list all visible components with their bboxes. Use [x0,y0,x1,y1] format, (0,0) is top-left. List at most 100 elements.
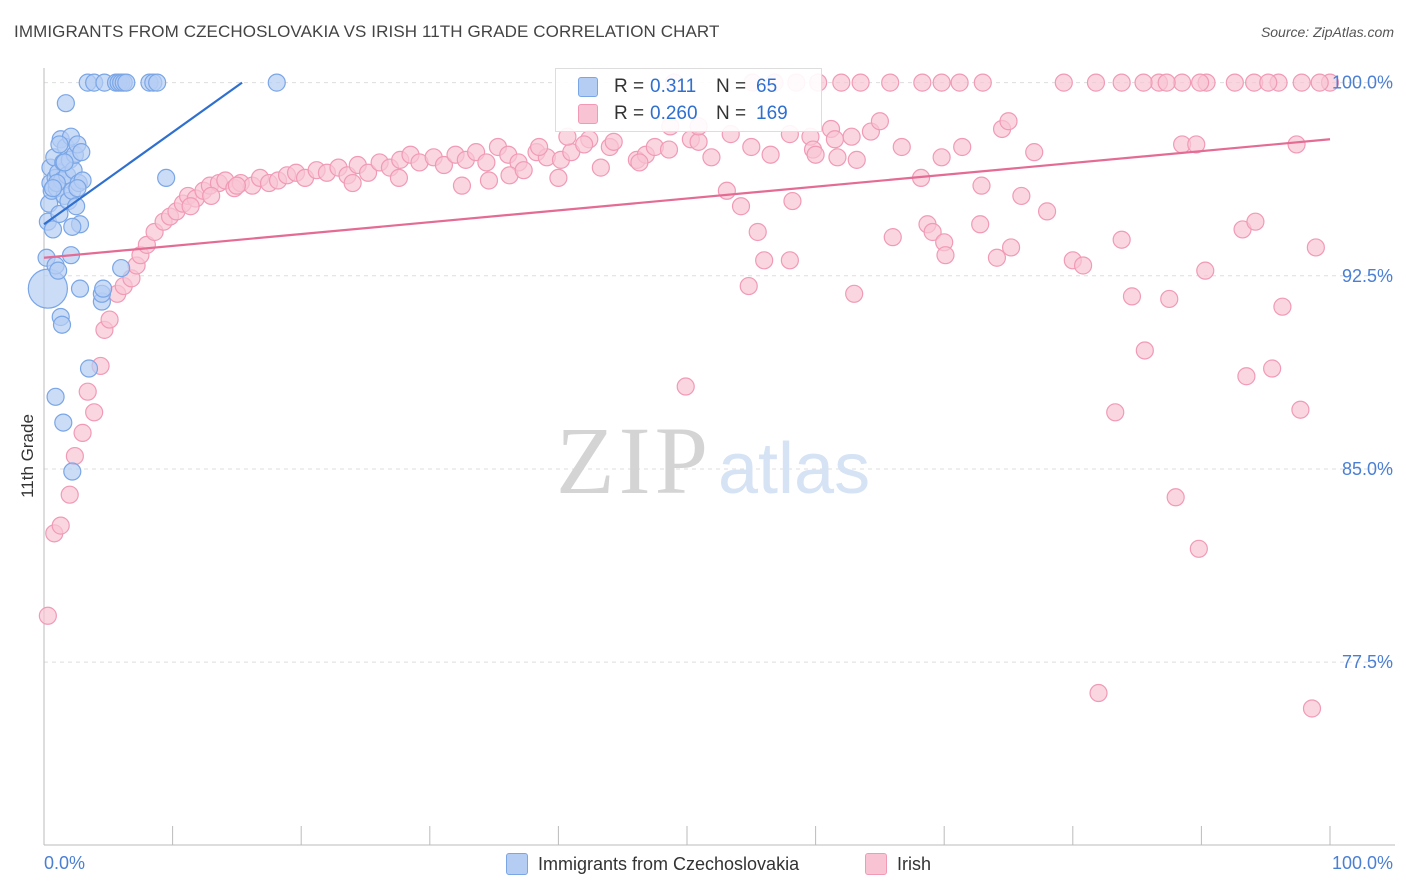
legend-swatch-blue [578,77,598,97]
irish-point [748,222,767,242]
x-tick-label-end: 100.0% [1332,853,1393,873]
czechoslovakia-point [157,168,176,188]
czechoslovakia-point [117,73,136,92]
irish-point [181,197,200,216]
czechoslovakia-point [79,359,99,378]
irish-point [100,310,119,329]
irish-point [1291,400,1310,419]
chart-title: IMMIGRANTS FROM CZECHOSLOVAKIA VS IRISH … [14,22,720,41]
irish-point [847,150,866,169]
watermark-zip: ZIP [556,407,712,514]
irish-point [987,248,1007,267]
irish-point [783,191,802,211]
irish-point [530,137,549,157]
r-value: 0.260 [650,103,698,124]
irish-point [1306,238,1325,257]
irish-point [477,153,496,172]
irish-point [932,148,951,167]
irish-point [842,127,861,146]
czechoslovakia-point [43,179,63,198]
czechoslovakia-point [112,258,131,278]
y-tick-label: 92.5% [1342,266,1393,286]
irish-point [38,606,57,625]
irish-point [731,197,751,216]
y-axis-label: 11th Grade [18,414,37,498]
irish-point [1054,73,1073,92]
czechoslovakia-point [63,217,82,236]
irish-point [870,112,890,131]
irish-point [1310,73,1329,92]
irish-point [913,73,932,92]
irish-point [604,132,623,151]
irish-point [892,137,911,157]
source-label: Source: ZipAtlas.com [1260,24,1394,40]
irish-point [1302,699,1322,718]
irish-point [972,176,991,195]
legend-item-irish[interactable]: Irish [865,851,931,877]
n-value: 169 [756,103,788,124]
irish-point [1166,488,1185,507]
irish-point [1189,539,1208,558]
stats-legend: R = 0.311 N = 65 R = 0.260 N = 169 [555,68,822,132]
irish-point [702,148,721,167]
irish-point [1196,261,1215,280]
irish-points [38,73,1340,718]
r-value: 0.311 [650,76,697,97]
irish-trend-line [43,138,1331,259]
irish-point [85,403,104,422]
czechoslovakia-point [56,94,75,113]
czechoslovakia-point [70,279,90,298]
irish-point [755,251,774,270]
irish-point [1287,135,1306,154]
czechoslovakia-point [52,315,72,334]
irish-point [1089,683,1108,703]
czechoslovakia-point [68,179,87,198]
stats-row-czechoslovakia: R = 0.311 N = 65 [578,74,822,100]
irish-point [739,276,758,296]
n-label: N = [716,103,747,124]
irish-point [60,485,79,504]
series-legend: Immigrants from Czechoslovakia Irish [0,851,1406,877]
irish-point [717,181,736,200]
legend-swatch-pink [865,853,887,875]
irish-point [1134,73,1153,92]
irish-point [1037,202,1057,221]
irish-point [845,284,864,303]
irish-point [1187,135,1206,154]
irish-point [828,148,847,167]
irish-point [51,516,70,535]
irish-point [73,423,92,442]
irish-point [923,222,942,242]
czechoslovakia-point [94,279,113,298]
irish-point [549,168,568,188]
irish-point [1237,367,1256,386]
r-label: R = [614,76,645,97]
tick-labels: 77.5% 85.0% 92.5% 100.0% 0.0% 100.0% [44,73,1393,873]
watermark: ZIP atlas [556,407,870,514]
n-label: N = [716,76,747,97]
irish-point [1001,238,1021,257]
irish-point [591,158,610,177]
irish-point [1122,287,1142,306]
r-label: R = [614,103,645,124]
czechoslovakia-point [46,387,65,406]
irish-point [1157,73,1176,92]
irish-point [659,140,679,159]
czechoslovakia-point [54,413,73,432]
irish-point [883,228,902,247]
irish-point [936,246,955,265]
czechoslovakia-point [49,261,68,280]
irish-point [1263,359,1282,378]
legend-item-czechoslovakia[interactable]: Immigrants from Czechoslovakia [506,851,799,877]
x-tick-label-start: 0.0% [44,853,85,873]
irish-point [950,73,969,92]
irish-point [1106,403,1125,422]
legend-swatch-blue [506,853,528,875]
irish-point [1259,73,1278,92]
irish-point [1012,186,1031,206]
irish-point [761,145,780,164]
irish-point [1160,289,1179,309]
irish-point [202,186,221,206]
irish-point [742,137,761,157]
